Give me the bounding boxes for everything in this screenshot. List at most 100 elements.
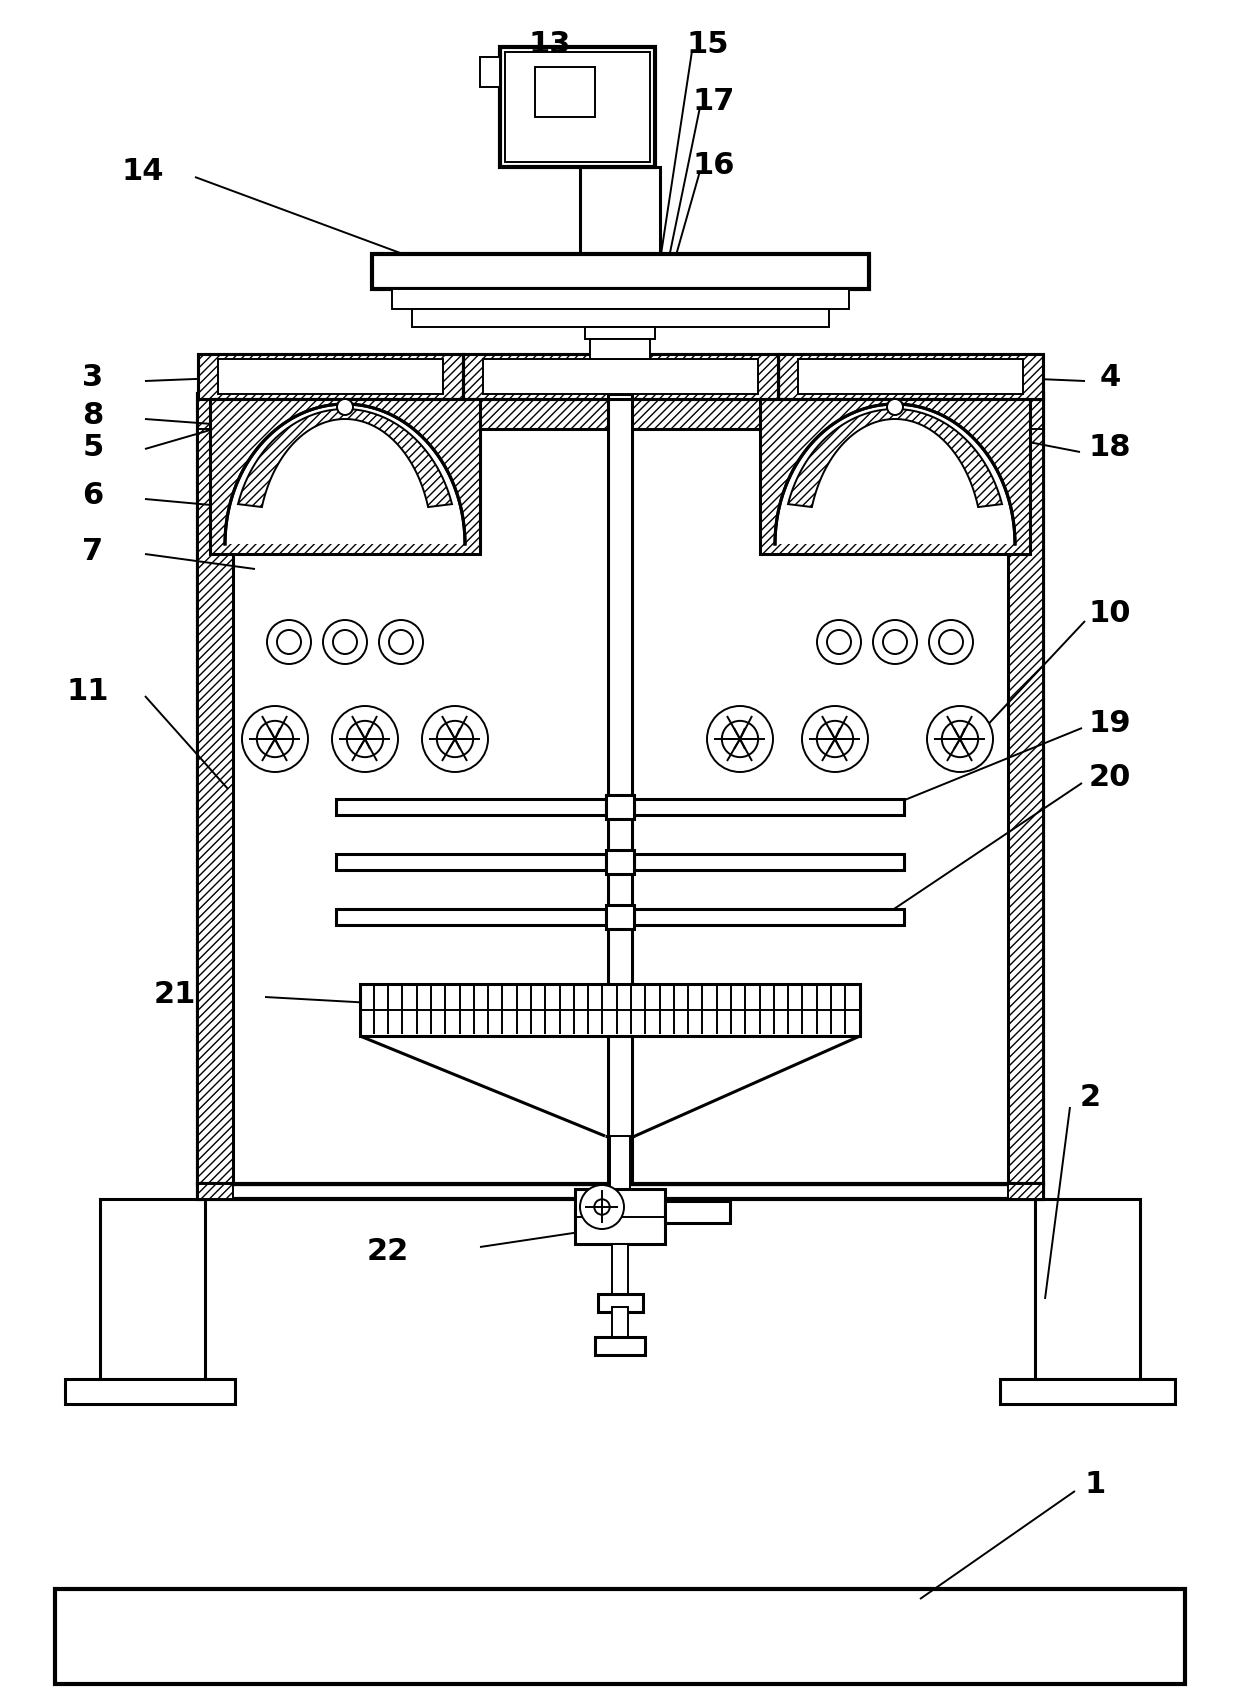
Bar [100, 1199, 205, 1389]
Circle shape [722, 722, 758, 757]
Polygon shape [775, 404, 1016, 545]
PathPatch shape [238, 409, 453, 508]
Text: 16: 16 [693, 151, 735, 180]
Bar [575, 1189, 665, 1245]
Circle shape [389, 630, 413, 655]
Bar [634, 910, 904, 925]
Circle shape [939, 630, 963, 655]
Circle shape [827, 630, 851, 655]
Circle shape [347, 722, 383, 757]
Bar [218, 360, 443, 394]
Bar [595, 1338, 645, 1355]
Bar [1008, 394, 1043, 1184]
Bar [760, 399, 1030, 555]
Bar [610, 1136, 630, 1189]
Text: 14: 14 [122, 158, 164, 187]
Circle shape [942, 722, 978, 757]
Bar [198, 394, 1043, 1184]
Circle shape [242, 706, 308, 773]
Circle shape [817, 621, 861, 664]
Bar [336, 800, 606, 815]
Bar [500, 48, 655, 168]
Text: 4: 4 [1100, 363, 1121, 392]
Bar [198, 1184, 233, 1199]
Circle shape [277, 630, 301, 655]
Bar [198, 394, 1043, 430]
Bar [613, 1307, 627, 1341]
Bar [999, 1379, 1176, 1404]
Text: 2: 2 [1080, 1083, 1101, 1112]
Text: 1: 1 [1084, 1470, 1106, 1499]
Text: 18: 18 [1089, 433, 1131, 462]
Bar [336, 910, 606, 925]
Bar [233, 430, 1008, 1184]
Bar [198, 1184, 1043, 1199]
Bar [64, 1379, 236, 1404]
Circle shape [817, 722, 853, 757]
Bar [590, 340, 650, 360]
Bar [665, 1200, 730, 1223]
Bar [198, 394, 233, 1184]
Text: 3: 3 [82, 363, 104, 392]
Bar [198, 355, 463, 399]
Bar [372, 255, 869, 290]
Bar [484, 360, 758, 394]
Text: 19: 19 [1089, 708, 1131, 737]
Text: 10: 10 [1089, 599, 1131, 628]
Circle shape [802, 706, 868, 773]
Bar [606, 905, 634, 929]
Text: 11: 11 [67, 678, 109, 706]
Bar [534, 68, 595, 117]
Text: 20: 20 [1089, 762, 1131, 791]
Bar [585, 328, 655, 340]
Circle shape [257, 722, 293, 757]
Bar [1008, 1184, 1043, 1199]
Circle shape [883, 630, 906, 655]
Circle shape [332, 706, 398, 773]
Bar [608, 394, 632, 1184]
Circle shape [337, 399, 353, 416]
Bar [210, 399, 480, 555]
Bar [598, 1294, 644, 1313]
PathPatch shape [787, 409, 1002, 508]
Bar [580, 168, 660, 289]
Bar [55, 1589, 1185, 1684]
Text: 8: 8 [82, 401, 104, 430]
Bar [799, 360, 1023, 394]
Bar [606, 796, 634, 820]
Bar [412, 309, 830, 328]
Bar [760, 399, 1030, 555]
Circle shape [594, 1199, 610, 1216]
Text: 13: 13 [528, 29, 572, 58]
Bar [505, 53, 650, 163]
Circle shape [928, 706, 993, 773]
Circle shape [322, 621, 367, 664]
Text: 6: 6 [82, 481, 104, 509]
Circle shape [580, 1185, 624, 1229]
Circle shape [379, 621, 423, 664]
Text: 22: 22 [367, 1236, 409, 1265]
Bar [463, 355, 777, 399]
Bar [634, 854, 904, 871]
Bar [777, 355, 1043, 399]
Bar [480, 58, 500, 88]
Bar [392, 290, 849, 309]
Polygon shape [224, 404, 465, 545]
Text: 5: 5 [82, 433, 104, 462]
Bar [613, 1245, 627, 1299]
Circle shape [267, 621, 311, 664]
Bar [360, 985, 861, 1036]
Bar [1035, 1199, 1140, 1389]
Text: 7: 7 [82, 537, 104, 565]
Text: 17: 17 [693, 87, 735, 115]
Bar [463, 355, 777, 399]
Circle shape [334, 630, 357, 655]
Circle shape [436, 722, 474, 757]
Text: 21: 21 [154, 980, 196, 1009]
Bar [336, 854, 606, 871]
Circle shape [707, 706, 773, 773]
Circle shape [873, 621, 918, 664]
Bar [777, 355, 1043, 399]
Circle shape [887, 399, 903, 416]
Bar [634, 800, 904, 815]
